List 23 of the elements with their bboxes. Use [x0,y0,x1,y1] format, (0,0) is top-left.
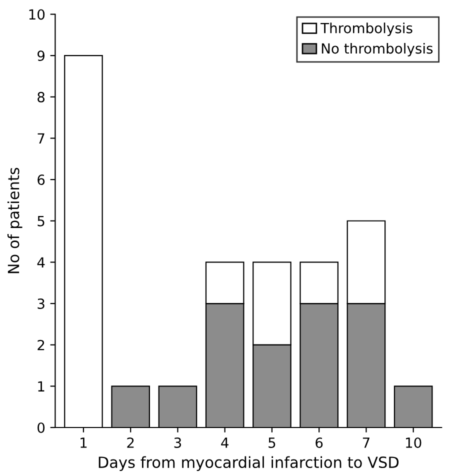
y-tick-label: 2 [38,340,44,350]
y-tick-label: 5 [38,216,44,226]
y-tick-label: 0 [38,422,45,433]
legend-label: No thrombolysis [322,42,433,56]
y-tick-label: 3 [38,298,44,309]
y-tick-label: 1 [38,381,44,392]
x-tick-label: 4 [221,438,228,448]
legend-label: Thrombolysis [320,22,412,36]
x-tick-label: 7 [362,438,370,448]
y-tick-label: 9 [38,50,44,62]
y-axis-title: No of patients [7,168,22,274]
y-tick-label: 7 [38,133,44,144]
y-tick-label: 8 [38,92,45,102]
y-tick-label: 4 [37,257,45,268]
x-tick-label: 3 [174,437,182,448]
x-tick-label: 2 [127,437,134,448]
x-tick-label: 10 [406,437,422,448]
y-tick-label: 10 [29,9,45,20]
x-tick-label: 5 [268,438,276,448]
x-axis-title: Days from myocardial infarction to VSD [98,456,399,472]
x-tick-label: 1 [80,438,87,448]
y-tick-label: 6 [38,174,45,186]
x-tick-label: 6 [316,437,323,448]
